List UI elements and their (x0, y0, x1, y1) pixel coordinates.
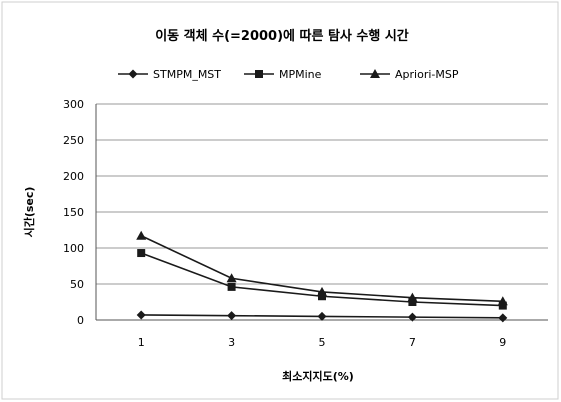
x-tick-label: 9 (499, 336, 506, 349)
data-point-mpmine (227, 282, 236, 291)
data-point-stmpm-mst (227, 311, 237, 321)
data-point-apriori-msp (136, 230, 147, 240)
x-tick-label: 7 (409, 336, 416, 349)
legend-label: Apriori-MSP (395, 68, 459, 81)
data-point-stmpm-mst (136, 310, 146, 320)
legend-item-stmpm-mst: STMPM_MST (118, 68, 221, 81)
y-tick-label: 0 (77, 314, 84, 327)
data-point-apriori-msp (497, 296, 508, 306)
x-axis-label: 최소지지도(%) (282, 369, 354, 383)
legend: STMPM_MST MPMine Apriori-MSP (118, 68, 459, 81)
chart-title: 이동 객체 수(=2000)에 따른 탐사 수행 시간 (155, 28, 409, 44)
y-axis-label: 시간(sec) (22, 187, 36, 238)
x-tick-label: 1 (138, 336, 145, 349)
data-point-mpmine (408, 298, 417, 306)
series-layer (136, 230, 508, 323)
data-point-stmpm-mst (498, 313, 508, 323)
x-tick-label: 5 (319, 336, 326, 349)
y-tick-label: 200 (63, 170, 84, 183)
series-mpmine (137, 249, 507, 310)
grid (96, 103, 548, 285)
data-point-mpmine (498, 301, 507, 310)
y-tick-label: 250 (63, 134, 84, 147)
legend-marker (128, 69, 138, 79)
y-tick-label: 100 (63, 242, 84, 255)
legend-marker (255, 70, 263, 78)
data-point-apriori-msp (317, 286, 327, 296)
data-point-mpmine (318, 292, 326, 301)
data-point-apriori-msp (226, 273, 237, 283)
series-apriori-msp (136, 230, 508, 306)
legend-label: STMPM_MST (153, 68, 221, 81)
data-point-apriori-msp (407, 292, 418, 302)
data-point-stmpm-mst (317, 311, 327, 321)
series-stmpm-mst (136, 310, 508, 323)
legend-marker (370, 69, 380, 78)
y-tick-label: 150 (63, 206, 84, 219)
data-point-mpmine (137, 249, 146, 258)
data-point-stmpm-mst (407, 312, 417, 322)
y-tick-label: 300 (63, 98, 84, 111)
legend-item-apriori-msp: Apriori-MSP (360, 68, 459, 81)
legend-label: MPMine (279, 68, 322, 81)
legend-item-mpmine: MPMine (244, 68, 322, 81)
y-tick-label: 50 (70, 278, 84, 291)
x-tick-label: 3 (228, 336, 235, 349)
